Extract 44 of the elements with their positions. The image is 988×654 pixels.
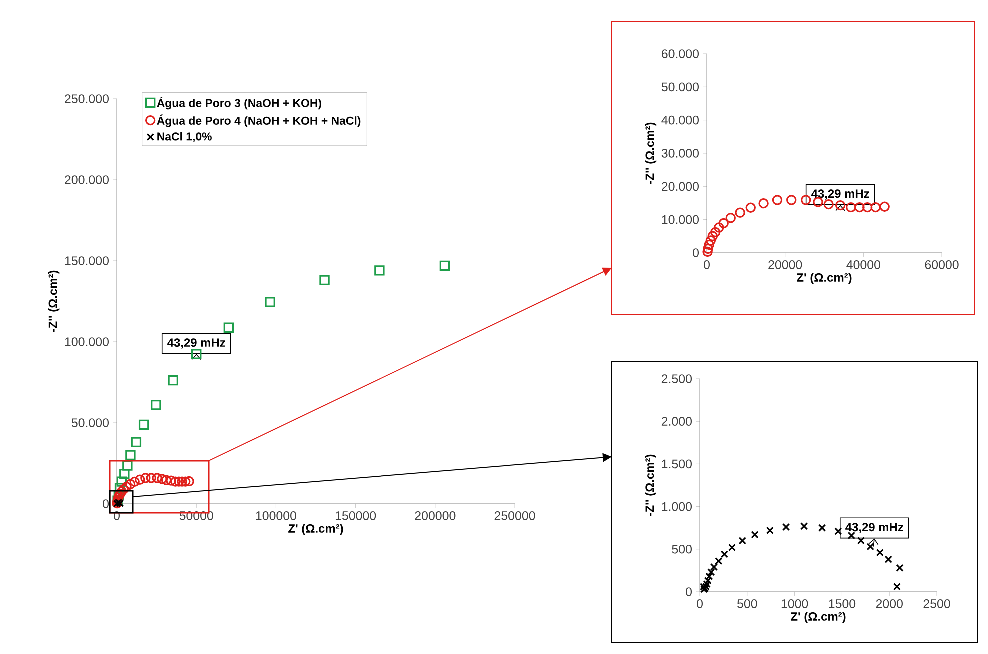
y-tick-label: 30.000 — [662, 149, 699, 158]
y-tick-label: 0 — [103, 500, 109, 508]
y-tick-label: 50.000 — [662, 82, 699, 92]
x-tick-label: 500 — [738, 600, 758, 608]
annotation: 43,29 mHz — [846, 523, 904, 534]
y-tick-label: 60.000 — [662, 50, 699, 58]
y-tick-label: 2.000 — [662, 417, 692, 426]
y-tick-label: 150.000 — [65, 256, 109, 266]
y-tick-label: 10.000 — [662, 215, 699, 224]
y-tick-label: 20.000 — [662, 182, 699, 192]
annotation: 43,29 mHz — [812, 190, 870, 200]
x-tick-label: 60000 — [925, 260, 959, 270]
y-axis-title: -Z'' (Ω.cm²) — [645, 454, 656, 516]
x-tick-label: 2500 — [924, 600, 950, 608]
x-tick-label: 200000 — [415, 512, 456, 520]
y-tick-label: 40.000 — [662, 116, 699, 125]
legend-label: Água de Poro 3 (NaOH + KOH) — [157, 97, 322, 110]
y-tick-label: 50.000 — [72, 418, 109, 428]
y-tick-label: 250.000 — [65, 94, 109, 104]
x-tick-label: 0 — [704, 260, 710, 270]
legend-label: NaCl 1,0% — [158, 132, 212, 142]
y-axis-title: -Z'' (Ω.cm²) — [48, 270, 60, 332]
legend-label: Água de Poro 4 (NaOH + KOH + NaCl) — [157, 114, 361, 128]
x-axis-title: Z' (Ω.cm²) — [288, 524, 344, 536]
y-tick-label: 1.500 — [662, 460, 692, 469]
y-tick-label: 0 — [686, 588, 692, 596]
y-tick-label: 100.000 — [65, 338, 109, 346]
y-tick-label: 500 — [672, 544, 692, 554]
x-tick-label: 1500 — [829, 600, 856, 608]
y-tick-label: 2.500 — [662, 374, 692, 384]
x-tick-label: 250000 — [494, 512, 536, 520]
annotation: 43,29 mHz — [168, 338, 226, 349]
x-tick-label: 150000 — [336, 512, 376, 520]
x-tick-label: 100000 — [256, 512, 296, 520]
x-axis-title: Z' (Ω.cm²) — [791, 612, 846, 624]
y-tick-label: 200.000 — [65, 176, 109, 184]
y-tick-label: 0 — [693, 248, 700, 258]
x-tick-label: 2000 — [876, 600, 903, 608]
x-tick-label: 40000 — [846, 260, 880, 270]
x-axis-title: Z' (Ω.cm²) — [797, 273, 852, 284]
x-tick-label: 1000 — [782, 600, 808, 608]
y-tick-label: 1.000 — [662, 502, 692, 512]
x-tick-label: 20000 — [768, 260, 802, 270]
y-axis-title: -Z'' (Ω.cm²) — [645, 122, 657, 184]
